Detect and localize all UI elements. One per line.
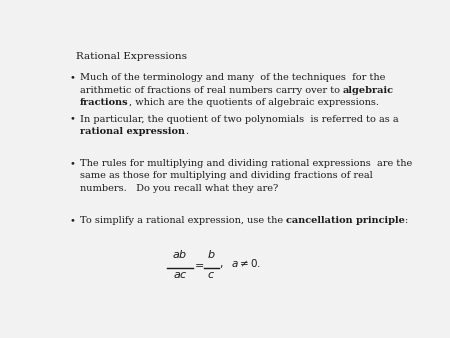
Text: cancellation principle: cancellation principle [286, 216, 405, 225]
Text: .: . [185, 127, 188, 136]
Text: To simplify a rational expression, use the: To simplify a rational expression, use t… [80, 216, 286, 225]
Text: algebraic: algebraic [343, 86, 394, 95]
Text: $b$: $b$ [207, 248, 216, 261]
Text: The rules for multiplying and dividing rational expressions  are the: The rules for multiplying and dividing r… [80, 159, 412, 168]
Text: Much of the terminology and many  of the techniques  for the: Much of the terminology and many of the … [80, 73, 385, 82]
Text: $ab$: $ab$ [172, 248, 188, 261]
Text: $c$: $c$ [207, 270, 216, 280]
Text: rational expression: rational expression [80, 127, 185, 136]
Text: :: : [405, 216, 408, 225]
Text: $=$: $=$ [193, 259, 205, 269]
Text: •: • [69, 73, 76, 82]
Text: Rational Expressions: Rational Expressions [76, 52, 188, 61]
Text: arithmetic of fractions of real numbers carry over to: arithmetic of fractions of real numbers … [80, 86, 343, 95]
Text: same as those for multiplying and dividing fractions of real: same as those for multiplying and dividi… [80, 171, 373, 180]
Text: •: • [69, 216, 76, 225]
Text: In particular, the quotient of two polynomials  is referred to as a: In particular, the quotient of two polyn… [80, 115, 399, 124]
Text: •: • [69, 115, 76, 124]
Text: •: • [69, 159, 76, 168]
Text: $ac$: $ac$ [173, 270, 188, 280]
Text: numbers.   Do you recall what they are?: numbers. Do you recall what they are? [80, 184, 278, 193]
Text: $,\ \ a \neq 0.$: $,\ \ a \neq 0.$ [220, 258, 261, 270]
Text: fractions: fractions [80, 98, 129, 107]
Text: , which are the quotients of algebraic expressions.: , which are the quotients of algebraic e… [129, 98, 378, 107]
